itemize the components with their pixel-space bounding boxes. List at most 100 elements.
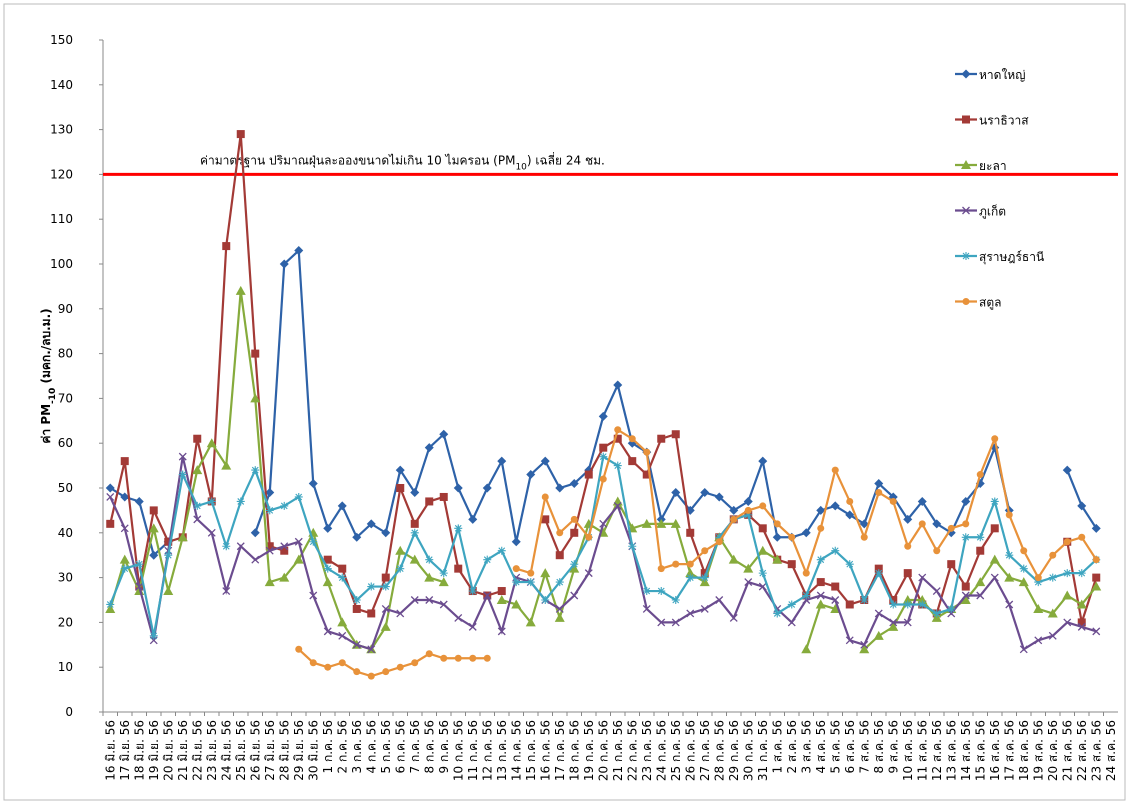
marker [918, 600, 927, 609]
legend-label: สตูล [979, 296, 1001, 311]
marker [1004, 572, 1015, 582]
marker [1033, 603, 1044, 613]
x-tick-label: 22 ส.ค. 56 [1075, 720, 1089, 781]
x-tick-label: 1 ก.ค. 56 [321, 720, 335, 773]
marker [1063, 569, 1072, 578]
y-tick-label: 30 [58, 571, 73, 585]
x-tick-label: 28 มิ.ย. 56 [277, 720, 291, 781]
legend-label: สุราษฎร์ธานี [979, 250, 1044, 265]
marker [932, 609, 941, 618]
x-tick-label: 14 ส.ค. 56 [959, 720, 973, 781]
marker [135, 560, 144, 569]
marker [555, 605, 564, 613]
y-tick-label: 150 [50, 33, 73, 47]
marker [540, 456, 550, 466]
marker [337, 501, 347, 511]
marker [323, 564, 332, 573]
marker [322, 577, 333, 587]
marker [236, 542, 245, 551]
marker [1092, 556, 1100, 564]
marker [396, 564, 405, 573]
y-tick-label: 140 [50, 78, 73, 92]
marker [671, 618, 680, 627]
marker [1034, 574, 1042, 582]
marker [670, 518, 681, 528]
x-tick-label: 24 ก.ค. 56 [654, 720, 668, 781]
marker [888, 621, 899, 631]
marker [294, 537, 303, 546]
marker [831, 582, 840, 591]
marker [381, 573, 390, 582]
y-tick-label: 100 [50, 257, 73, 271]
marker [235, 285, 246, 295]
marker [657, 565, 665, 573]
marker [148, 523, 159, 533]
marker [353, 668, 361, 676]
marker [642, 605, 651, 613]
marker [527, 569, 535, 577]
marker [570, 591, 579, 600]
marker [337, 617, 348, 627]
marker [860, 533, 868, 541]
marker [309, 591, 318, 600]
marker [366, 519, 376, 529]
marker [874, 479, 884, 489]
marker [555, 483, 565, 493]
marker [207, 528, 216, 537]
marker [120, 524, 129, 533]
marker [338, 631, 347, 640]
marker [1077, 618, 1086, 627]
marker [411, 659, 419, 667]
marker [294, 492, 303, 501]
marker [816, 505, 826, 515]
marker [497, 627, 506, 636]
marker [613, 461, 622, 470]
x-tick-label: 23 มิ.ย. 56 [205, 720, 219, 781]
marker [657, 618, 666, 627]
marker [280, 546, 289, 555]
marker [279, 259, 289, 269]
marker [831, 596, 840, 604]
marker [1062, 590, 1073, 600]
marker [149, 631, 158, 640]
marker [1076, 599, 1087, 609]
x-tick-label: 13 ส.ค. 56 [944, 720, 958, 781]
marker [119, 554, 130, 564]
marker [700, 605, 709, 613]
marker [439, 569, 448, 578]
marker [802, 569, 810, 577]
x-tick-label: 13 ก.ค. 56 [495, 720, 509, 781]
marker [410, 519, 419, 528]
marker [1047, 608, 1058, 618]
marker [1034, 636, 1043, 645]
marker [497, 587, 506, 596]
marker [264, 577, 275, 587]
x-tick-label: 17 ส.ค. 56 [1002, 720, 1016, 781]
x-tick-label: 27 มิ.ย. 56 [263, 720, 277, 781]
marker [875, 488, 883, 496]
x-tick-label: 24 มิ.ย. 56 [219, 720, 233, 781]
marker [497, 546, 506, 555]
x-tick-label: 28 ก.ค. 56 [712, 720, 726, 781]
marker [1020, 547, 1028, 555]
marker [904, 542, 912, 550]
marker [177, 532, 188, 542]
marker [541, 493, 549, 501]
marker [816, 578, 825, 587]
marker [526, 578, 535, 587]
marker [859, 644, 870, 654]
marker [744, 506, 752, 514]
marker [454, 613, 463, 622]
marker [975, 577, 986, 587]
y-axis-label-part: ค่า PM [39, 404, 53, 444]
marker [584, 569, 593, 578]
x-tick-label: 20 มิ.ย. 56 [161, 720, 175, 781]
x-tick-label: 12 ก.ค. 56 [480, 720, 494, 781]
marker [1005, 551, 1014, 560]
marker [772, 554, 783, 564]
marker [859, 519, 869, 529]
marker [206, 438, 217, 448]
marker [830, 603, 841, 613]
marker [947, 524, 955, 532]
